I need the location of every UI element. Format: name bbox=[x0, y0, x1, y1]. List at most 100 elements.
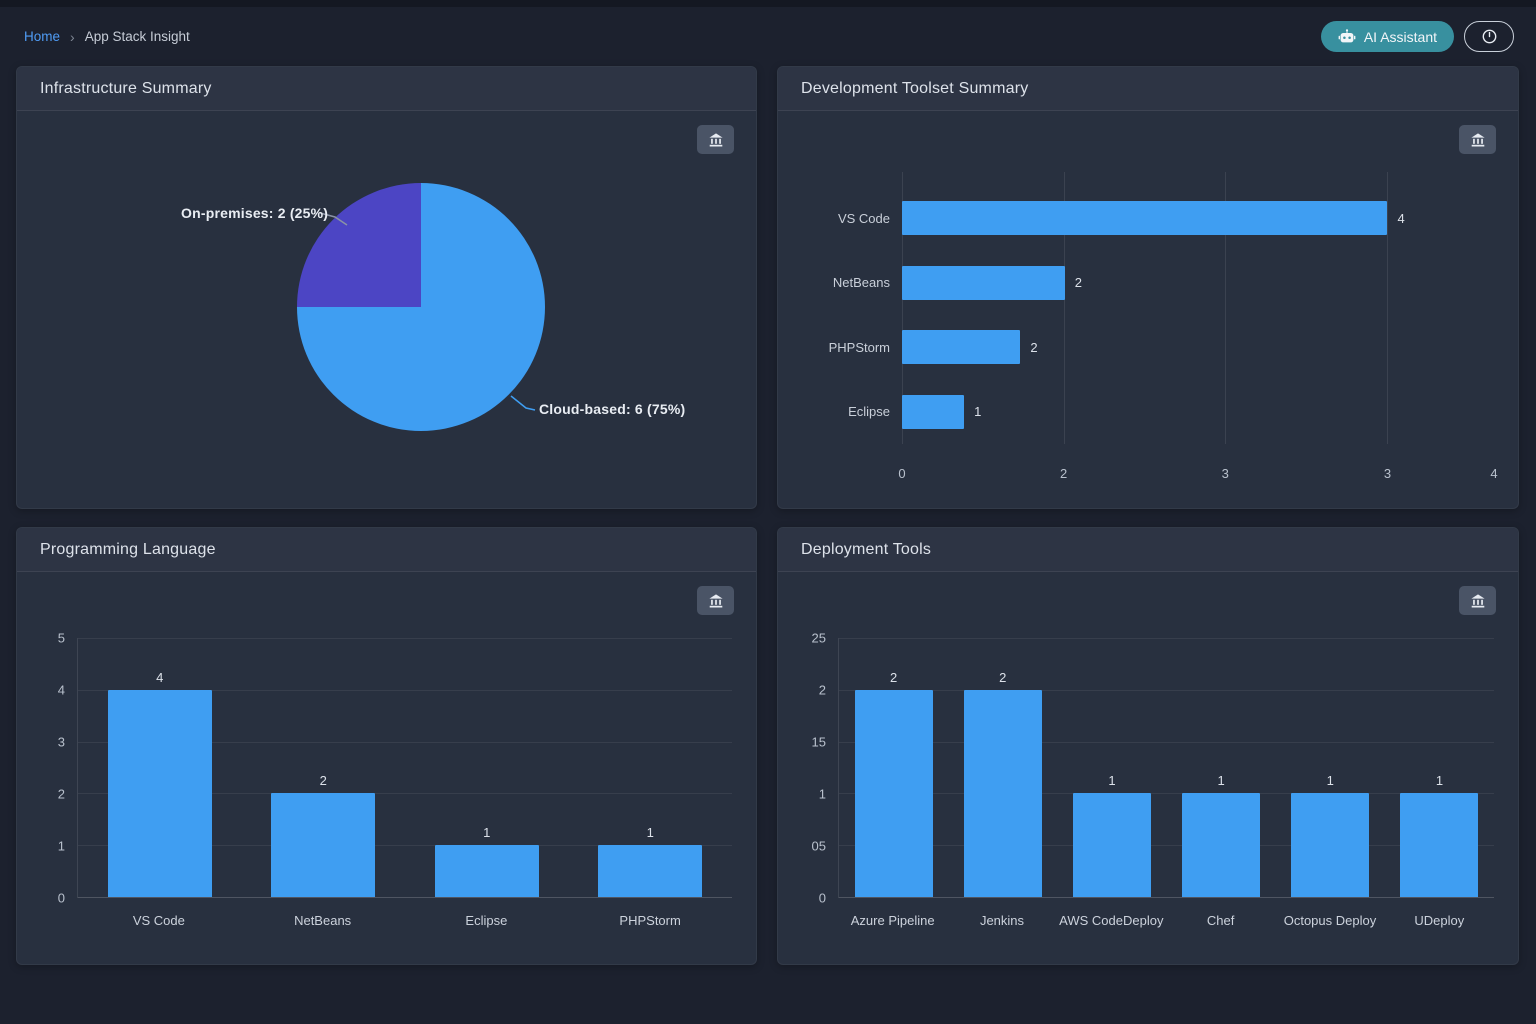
bar-aws-codedeploy[interactable] bbox=[1072, 793, 1151, 897]
plot-area: 4 2 1 1 bbox=[77, 638, 732, 898]
ai-assistant-label: AI Assistant bbox=[1363, 28, 1437, 45]
pie-label-on-premises: On-premises: 2 (25%) bbox=[181, 205, 329, 221]
topbar-actions: AI Assistant bbox=[1320, 21, 1514, 52]
category-label-eclipse: Eclipse bbox=[465, 913, 508, 928]
pie-label-cloud-based: Cloud-based: 6 (75%) bbox=[539, 401, 686, 417]
panel-development-toolset-summary: Development Toolset Summary VS Code NetBe… bbox=[777, 66, 1519, 509]
bank-icon bbox=[1470, 132, 1485, 146]
bar-value-label: 2 bbox=[889, 669, 898, 685]
robot-icon bbox=[1338, 29, 1356, 44]
deployment-bar-chart: 25 2 15 1 05 0 2 2 1 1 1 1 Azure Pipeline Jenkins AW… bbox=[802, 631, 1494, 942]
y-tick-label: 1 bbox=[818, 786, 826, 802]
y-tick-label: 0 bbox=[57, 890, 65, 906]
bar-eclipse[interactable] bbox=[434, 845, 539, 897]
gridline bbox=[78, 845, 732, 847]
bar-slot: 1 bbox=[1276, 638, 1385, 897]
bar-phpstorm[interactable] bbox=[598, 845, 703, 897]
chart-options-button[interactable] bbox=[697, 586, 734, 615]
category-label-vs-code: VS Code bbox=[837, 210, 890, 226]
y-tick-label: 0 bbox=[818, 890, 826, 906]
bar-value-label: 1 bbox=[483, 825, 491, 841]
chart-options-button[interactable] bbox=[697, 125, 734, 154]
bar-slot: 2 bbox=[242, 638, 406, 897]
bar-slot: 1 bbox=[1385, 638, 1494, 897]
bar-slot: 1 bbox=[405, 638, 569, 897]
ai-assistant-button[interactable]: AI Assistant bbox=[1320, 21, 1454, 52]
panel-programming-language: Programming Language 5 4 3 2 1 0 4 2 1 1 bbox=[16, 527, 757, 965]
language-bar-chart: 5 4 3 2 1 0 4 2 1 1 VS Code NetBeans Eclipse PHPSto… bbox=[41, 631, 732, 942]
category-label-aws-codedeploy: AWS CodeDeploy bbox=[1059, 913, 1164, 928]
breadcrumb-current: App Stack Insight bbox=[84, 29, 190, 44]
bar-udeploy[interactable] bbox=[1400, 793, 1479, 897]
y-tick-label: 2 bbox=[818, 682, 826, 698]
hbar-category-labels: VS Code NetBeans PHPStorm Eclipse bbox=[802, 186, 902, 444]
bar-row: 2 bbox=[902, 251, 1494, 316]
panel-header: Deployment Tools bbox=[778, 528, 1518, 572]
pie-chart-area: On-premises: 2 (25%) Cloud-based: 6 (75%… bbox=[17, 111, 756, 508]
panel-grid: Infrastructure Summary bbox=[16, 66, 1519, 965]
bar-value-label: 2 bbox=[319, 773, 327, 789]
gridline bbox=[78, 689, 732, 691]
chart-options-button[interactable] bbox=[1459, 125, 1496, 154]
bank-icon bbox=[708, 593, 723, 607]
bar-chef[interactable] bbox=[1182, 793, 1261, 897]
bar-octopus-deploy[interactable] bbox=[1291, 793, 1370, 897]
breadcrumb: Home › App Stack Insight bbox=[24, 29, 190, 45]
bar-slot: 1 bbox=[1167, 638, 1276, 897]
panel-title: Infrastructure Summary bbox=[40, 79, 212, 97]
bank-icon bbox=[1470, 593, 1485, 607]
pie-slice-on-premises[interactable] bbox=[297, 183, 421, 307]
breadcrumb-home-link[interactable]: Home bbox=[24, 29, 61, 44]
gridline bbox=[839, 741, 1494, 743]
bar-netbeans[interactable] bbox=[271, 793, 376, 897]
chart-options-button[interactable] bbox=[1459, 586, 1496, 615]
bar-azure-pipeline[interactable] bbox=[854, 689, 933, 897]
gridline bbox=[78, 741, 732, 743]
bar-value-label: 4 bbox=[156, 669, 164, 685]
bar-slot: 2 bbox=[839, 638, 948, 897]
panel-header: Infrastructure Summary bbox=[17, 67, 756, 111]
plot-area: 2 2 1 1 1 1 bbox=[838, 638, 1494, 898]
hbar-chart-area: VS Code NetBeans PHPStorm Eclipse 4 2 2 1 0 2 3 3… bbox=[778, 111, 1518, 508]
bar-value-label: 1 bbox=[1435, 773, 1444, 789]
gridline bbox=[78, 638, 732, 639]
bar-jenkins[interactable] bbox=[963, 689, 1042, 897]
x-tick-label: 3 bbox=[1221, 466, 1229, 481]
panel-title: Development Toolset Summary bbox=[801, 79, 1029, 97]
y-tick-label: 15 bbox=[811, 734, 826, 750]
gridline bbox=[78, 793, 732, 795]
gridline bbox=[839, 638, 1494, 639]
category-label-vs-code: VS Code bbox=[132, 913, 185, 928]
bar-row: 2 bbox=[902, 315, 1494, 380]
panel-header: Development Toolset Summary bbox=[778, 67, 1518, 111]
bar-vs-code[interactable] bbox=[107, 689, 212, 897]
bar-eclipse[interactable] bbox=[902, 394, 965, 429]
y-tick-label: 3 bbox=[57, 734, 65, 750]
category-label-jenkins: Jenkins bbox=[979, 913, 1025, 928]
panel-title: Programming Language bbox=[40, 540, 216, 558]
category-label-eclipse: Eclipse bbox=[848, 404, 890, 420]
category-label-phpstorm: PHPStorm bbox=[619, 913, 681, 928]
bar-vs-code[interactable] bbox=[902, 201, 1388, 236]
vbar-chart-area: 5 4 3 2 1 0 4 2 1 1 VS Code NetBeans Eclipse PHPSto… bbox=[17, 572, 756, 964]
gridline bbox=[902, 172, 903, 444]
x-tick-label: 4 bbox=[1490, 466, 1498, 481]
bar-netbeans[interactable] bbox=[902, 265, 1065, 300]
chevron-right-icon: › bbox=[70, 28, 75, 45]
x-axis: 0 2 3 3 4 bbox=[898, 466, 1498, 486]
history-button[interactable] bbox=[1464, 21, 1514, 52]
bar-value-label: 1 bbox=[974, 404, 982, 420]
gridline bbox=[1387, 172, 1389, 444]
bar-value-label: 2 bbox=[999, 669, 1007, 685]
category-label-netbeans: NetBeans bbox=[832, 275, 890, 291]
clock-icon bbox=[1481, 28, 1498, 45]
panel-header: Programming Language bbox=[17, 528, 756, 572]
gridline bbox=[839, 845, 1494, 847]
bar-value-label: 2 bbox=[1074, 275, 1083, 291]
category-label-netbeans: NetBeans bbox=[294, 913, 352, 928]
bar-phpstorm[interactable] bbox=[902, 330, 1021, 365]
category-labels: VS Code NetBeans Eclipse PHPStorm bbox=[77, 898, 732, 942]
panel-deployment-tools: Deployment Tools 25 2 15 1 05 0 2 2 1 1 1 1 bbox=[777, 527, 1519, 965]
gridline bbox=[1063, 172, 1065, 444]
bar-row: 4 bbox=[902, 186, 1494, 251]
